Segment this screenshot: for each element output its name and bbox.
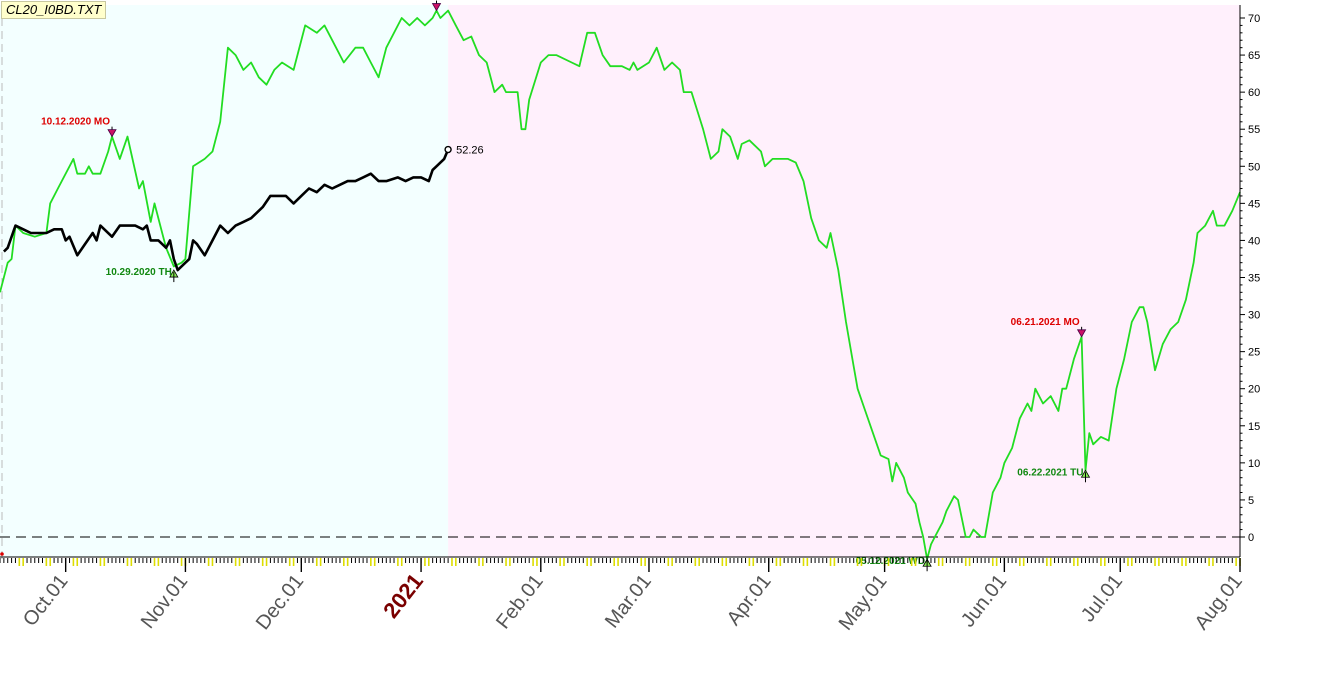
- high-marker-arrow: [1076, 329, 1087, 338]
- y-tick-label: 50: [1248, 161, 1260, 173]
- x-month-label: Apr.01: [723, 571, 776, 630]
- high-marker-arrow: [431, 3, 442, 12]
- forecast-region-background: [448, 5, 1240, 557]
- x-month-label: Jul.01: [1077, 571, 1127, 627]
- x-month-label: Mar.01: [601, 571, 656, 633]
- y-tick-label: 20: [1248, 384, 1260, 396]
- y-tick-label: 15: [1248, 421, 1260, 433]
- high-annotation-label: 01.05.2021 TU: [368, 0, 434, 2]
- y-tick-label: 30: [1248, 310, 1260, 322]
- y-tick-label: 55: [1248, 124, 1260, 136]
- y-tick-label: 60: [1248, 87, 1260, 99]
- x-month-label: Aug.01: [1191, 571, 1247, 634]
- x-axis-origin-dot: [0, 552, 4, 556]
- y-tick-label: 40: [1248, 235, 1260, 247]
- x-month-label: Nov.01: [137, 571, 192, 633]
- high-annotation-label: 10.12.2020 MO: [41, 117, 110, 128]
- file-name-label: CL20_I0BD.TXT: [1, 1, 107, 19]
- y-tick-label: 70: [1248, 13, 1260, 25]
- y-tick-label: 5: [1248, 495, 1254, 507]
- x-month-label: Jun.01: [957, 571, 1011, 632]
- low-annotation-label: 05.12.2021 WD: [856, 556, 926, 567]
- last-price-label: 52.26: [456, 145, 484, 157]
- x-month-label: Oct.01: [19, 571, 73, 631]
- past-region-background: [0, 5, 449, 557]
- x-year-label: 2021: [378, 569, 428, 623]
- price-series-line: [2, 149, 450, 272]
- y-tick-label: 65: [1248, 50, 1260, 62]
- x-month-label: Dec.01: [252, 571, 308, 634]
- y-tick-label: 25: [1248, 347, 1260, 359]
- x-month-label: May.01: [835, 571, 892, 635]
- high-annotation-label: 06.21.2021 MO: [1011, 317, 1080, 328]
- y-tick-label: 35: [1248, 273, 1260, 285]
- low-annotation-label: 06.22.2021 TU: [1017, 467, 1083, 478]
- y-tick-label: 10: [1248, 458, 1260, 470]
- y-tick-label: 45: [1248, 198, 1260, 210]
- low-annotation-label: 10.29.2020 TH: [106, 267, 172, 278]
- forecast-series-line: [0, 9, 1241, 561]
- y-tick-label: 0: [1248, 532, 1254, 544]
- x-month-label: Feb.01: [492, 571, 548, 634]
- high-marker-arrow: [107, 129, 117, 138]
- last-price-marker: [444, 145, 452, 154]
